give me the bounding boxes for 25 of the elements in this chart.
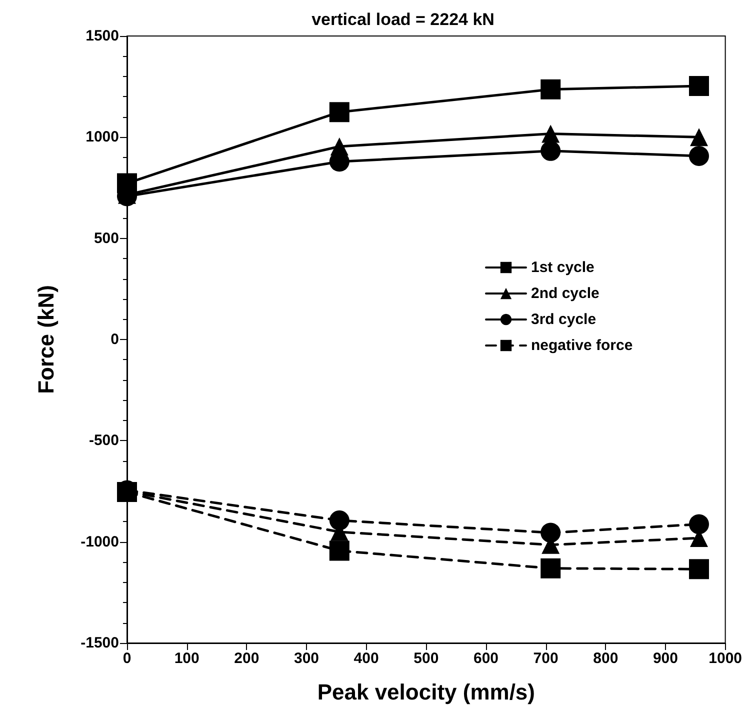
- chart-title: vertical load = 2224 kN: [312, 10, 494, 29]
- y-tick-label: -1000: [80, 533, 119, 550]
- x-tick-label: 400: [354, 650, 379, 667]
- y-tick-label: 0: [110, 331, 119, 348]
- x-tick-label: 100: [174, 650, 200, 667]
- x-tick-label: 800: [593, 650, 618, 667]
- x-tick-label: 700: [533, 650, 558, 667]
- x-tick-label: 200: [234, 650, 260, 667]
- y-tick-label: -1500: [80, 634, 119, 652]
- x-tick-label: 500: [414, 650, 439, 667]
- y-axis-title: Force (kN): [34, 285, 58, 394]
- x-tick-label: 0: [122, 650, 132, 667]
- y-tick-label: -500: [88, 432, 119, 450]
- legend-label: negative force: [531, 337, 633, 354]
- x-tick-label: 300: [294, 650, 320, 667]
- legend-label: 2nd cycle: [531, 285, 600, 302]
- y-tick-label: 500: [94, 230, 119, 247]
- x-tick-label: 900: [652, 650, 678, 667]
- x-tick-label: 600: [473, 650, 499, 667]
- x-tick-label: 1000: [708, 650, 742, 667]
- legend-label: 3rd cycle: [531, 311, 596, 328]
- y-tick-label: 1500: [86, 28, 119, 44]
- x-axis-title: Peak velocity (mm/s): [317, 680, 535, 704]
- legend-label: 1st cycle: [531, 259, 594, 276]
- y-tick-label: 1000: [86, 128, 119, 146]
